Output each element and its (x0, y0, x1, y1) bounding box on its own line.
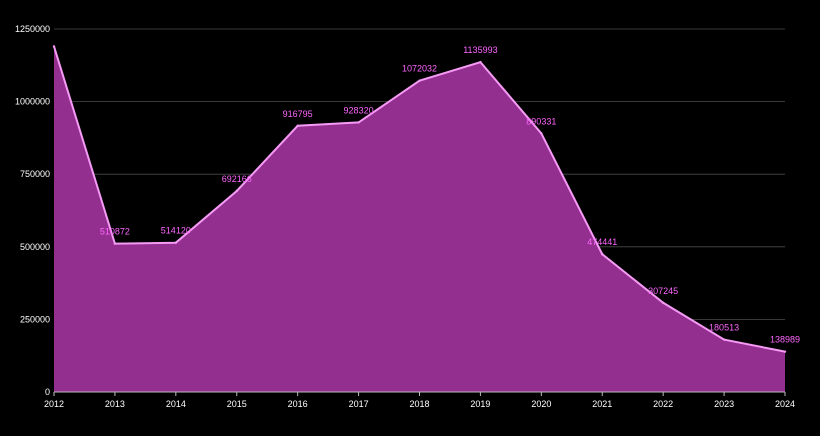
data-point (601, 253, 604, 256)
x-tick-label: 2023 (714, 399, 734, 409)
x-tick-label: 2022 (653, 399, 673, 409)
data-point (661, 301, 665, 304)
y-tick-label: 250000 (20, 314, 50, 324)
y-tick-label: 1000000 (15, 97, 50, 107)
data-label: 138989 (770, 335, 800, 345)
x-tick-label: 2024 (775, 399, 795, 409)
y-tick-label: 750000 (20, 169, 50, 179)
x-tick-label: 2018 (409, 399, 429, 409)
data-label: 474441 (587, 237, 617, 247)
y-tick-label: 1250000 (15, 24, 50, 34)
y-axis: 0 250000 500000 750000 1000000 1250000 (15, 24, 50, 397)
data-label: 180513 (709, 323, 739, 333)
data-label: 692166 (222, 174, 252, 184)
data-point (235, 189, 238, 193)
data-point (52, 45, 56, 48)
data-label: 1135993 (463, 45, 497, 55)
data-label: 307245 (648, 286, 678, 296)
x-tick-label: 2012 (44, 399, 64, 409)
data-point (479, 60, 482, 64)
data-label: 890331 (526, 116, 556, 126)
x-tick-label: 2017 (349, 399, 369, 409)
data-point (174, 241, 178, 244)
data-points (52, 45, 787, 353)
x-tick-label: 2020 (531, 399, 551, 409)
data-point (722, 338, 726, 341)
data-label: 1072032 (402, 64, 437, 74)
x-tick-label: 2015 (227, 399, 247, 409)
x-tick-label: 2016 (288, 399, 308, 409)
y-tick-label: 500000 (20, 242, 50, 252)
data-point (783, 350, 787, 353)
y-tick-label: 0 (45, 387, 50, 397)
data-point (357, 121, 360, 124)
x-axis: 2012 2013 2014 2015 2016 2017 2018 2019 2020 2021… (44, 391, 795, 409)
data-labels: 510872 514120 692166 916795 928320 1072032 113… (100, 45, 800, 345)
data-label: 514120 (161, 226, 191, 236)
x-tick-label: 2014 (166, 399, 186, 409)
x-tick-label: 2013 (105, 399, 125, 409)
data-label: 510872 (100, 227, 130, 237)
x-tick-label: 2021 (592, 399, 612, 409)
data-label: 916795 (283, 109, 313, 119)
data-label: 928320 (344, 105, 374, 115)
data-point (540, 132, 543, 135)
data-point (113, 242, 117, 245)
x-tick-label: 2019 (470, 399, 490, 409)
area-fill (54, 46, 785, 392)
data-point (418, 79, 421, 82)
data-point (296, 124, 299, 127)
